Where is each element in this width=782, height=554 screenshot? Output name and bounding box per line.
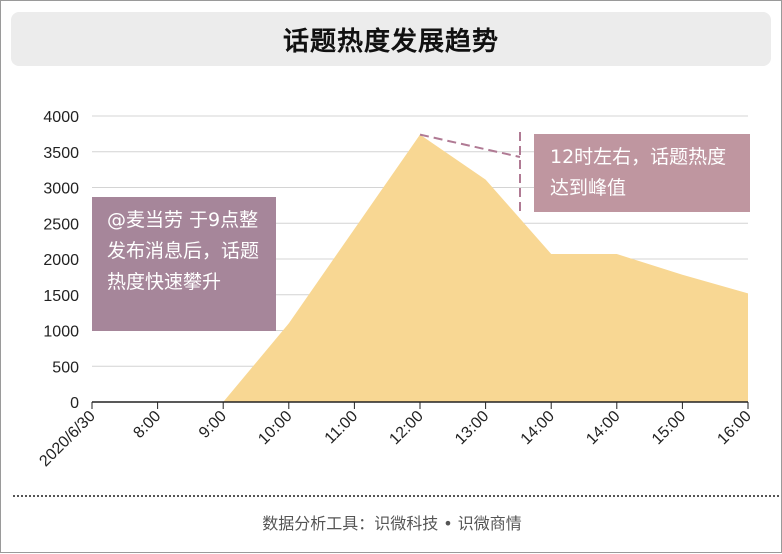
callout-right: 12时左右，话题热度达到峰值 xyxy=(534,134,750,212)
x-tick-label: 14:00 xyxy=(583,408,623,448)
x-tick-label: 10:00 xyxy=(255,408,295,448)
title-bar: 话题热度发展趋势 xyxy=(11,12,771,66)
footer-divider xyxy=(13,495,779,497)
x-tick-label: 2020/6/30 xyxy=(36,408,98,470)
y-tick-label: 0 xyxy=(70,395,79,412)
y-tick-label: 3000 xyxy=(43,181,79,198)
y-tick-label: 1000 xyxy=(43,324,79,341)
chart-title: 话题热度发展趋势 xyxy=(282,26,499,57)
y-tick-label: 500 xyxy=(52,359,79,376)
peak-dashed-connector xyxy=(419,133,521,158)
area-series-fill xyxy=(92,134,748,402)
y-tick-label: 1500 xyxy=(43,288,79,305)
y-tick-label: 2500 xyxy=(43,216,79,233)
x-tick-label: 16:00 xyxy=(714,408,754,448)
x-tick-label: 15:00 xyxy=(649,408,689,448)
annotation-lines xyxy=(419,132,521,212)
y-tick-label: 2000 xyxy=(43,252,79,269)
x-tick-label: 8:00 xyxy=(130,408,164,442)
x-tick-label: 11:00 xyxy=(322,408,362,448)
y-tick-labels: 0 500 1000 1500 2000 2500 3000 3500 4000 xyxy=(43,109,79,412)
y-tick-label: 3500 xyxy=(43,145,79,162)
x-tick-label: 13:00 xyxy=(452,408,492,448)
x-tick-labels: 2020/6/30 8:00 9:00 10:00 11:00 12:00 13:00 14:… xyxy=(36,408,754,470)
footer-credit: 数据分析工具：识微科技 • 识微商情 xyxy=(262,514,522,533)
y-tick-label: 4000 xyxy=(43,109,79,126)
axes xyxy=(91,401,749,409)
x-tick-label: 12:00 xyxy=(386,408,426,448)
callout-left: @麦当劳 于9点整发布消息后，话题热度快速攀升 xyxy=(92,197,276,331)
x-tick-label: 14:00 xyxy=(518,408,558,448)
x-tick-label: 9:00 xyxy=(196,408,230,442)
area-series xyxy=(92,134,748,402)
